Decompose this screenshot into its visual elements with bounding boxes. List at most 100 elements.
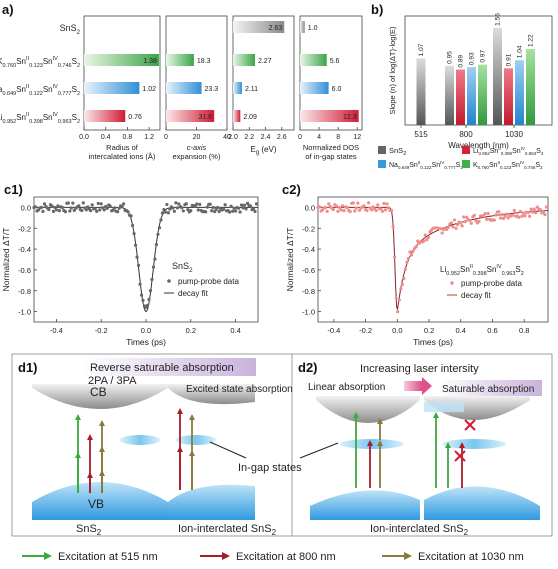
data-point xyxy=(376,203,380,207)
data-point xyxy=(423,233,427,237)
intensity-arrow-head xyxy=(422,377,432,395)
data-point xyxy=(340,204,345,208)
x-axis-label: Wavelength (nm) xyxy=(448,141,509,150)
data-point xyxy=(528,214,532,218)
decay-fit-curve xyxy=(318,206,549,310)
data-point xyxy=(523,214,527,218)
blocked-transition-cross xyxy=(454,450,466,462)
subchart-3: 2.63 2.27 2.11 2.09 2.0 2.2 2.4 2.6Eg (eV) xyxy=(228,15,295,156)
d2-valence-band-left xyxy=(310,490,420,520)
bar-value-label: 1.22 xyxy=(528,34,535,47)
data-point xyxy=(345,205,349,210)
data-point xyxy=(141,298,145,302)
data-point xyxy=(518,209,523,213)
arrow-head xyxy=(177,408,183,414)
axis-label: c-axis xyxy=(187,143,207,152)
y-tick-label: -0.6 xyxy=(18,266,31,275)
data-point xyxy=(485,217,489,221)
excitation-legend-entry: Excitation at 515 nm xyxy=(22,551,158,563)
tick-label: 20 xyxy=(193,134,201,141)
bar xyxy=(84,82,140,94)
data-point xyxy=(50,204,54,208)
data-point xyxy=(153,257,157,261)
data-point xyxy=(42,202,47,206)
data-point xyxy=(356,201,360,205)
data-point xyxy=(498,216,503,220)
d2-filled-band xyxy=(424,402,464,412)
tick-label: 4 xyxy=(317,134,321,141)
data-point xyxy=(531,210,535,214)
axis-label: intercalated ions (Å) xyxy=(89,152,156,161)
y-tick-label: -0.6 xyxy=(302,266,315,275)
data-point xyxy=(254,202,259,206)
x-axis-label: Times (ps) xyxy=(126,337,166,347)
arrow-head xyxy=(87,434,93,440)
x-tick-label: 0.0 xyxy=(392,326,402,335)
data-point xyxy=(210,209,214,213)
data-point xyxy=(544,205,549,209)
data-point xyxy=(89,209,93,213)
bar-value-label: 2.63 xyxy=(269,25,283,32)
bar xyxy=(233,82,242,94)
data-point xyxy=(66,201,70,205)
data-point xyxy=(81,201,85,205)
data-point xyxy=(77,204,81,208)
x-tick-label: -0.4 xyxy=(50,326,63,335)
y-axis-label: Normalized ΔT/T xyxy=(285,228,295,292)
bar xyxy=(233,21,285,33)
sample-label: SnS2 xyxy=(172,261,193,274)
bar-value-label: 0.89 xyxy=(458,55,465,68)
data-point xyxy=(517,215,521,219)
data-point xyxy=(156,232,160,236)
excitation-1030-arrow xyxy=(189,450,195,490)
data-point xyxy=(208,202,212,206)
bar xyxy=(300,82,329,94)
data-point xyxy=(145,303,150,307)
panel-a: a) SnS2 K0.760SnII0.123SnIV0.746S2 Na0.649… xyxy=(0,2,363,161)
bar-value-label: 1.04 xyxy=(517,45,524,58)
y-tick-label: -0.4 xyxy=(302,245,315,254)
bar-value-label: 6.0 xyxy=(332,86,342,93)
legend-label: SnS2 xyxy=(389,146,406,157)
conduction-band-right xyxy=(168,384,255,405)
tick-label: 40 xyxy=(223,134,231,141)
data-point xyxy=(251,207,256,211)
y-tick-label: -0.2 xyxy=(302,224,315,233)
data-point xyxy=(223,203,227,207)
excitation-legend-entry: Excitation at 800 nm xyxy=(200,551,336,563)
arrow-head xyxy=(75,452,81,458)
data-point xyxy=(414,245,418,249)
x-tick-label: 0.4 xyxy=(456,326,466,335)
x-tick-label: 0.4 xyxy=(230,326,240,335)
data-point xyxy=(60,205,64,210)
d2-in-gap-right xyxy=(442,439,506,449)
data-point xyxy=(452,218,457,222)
y-tick-label: -0.4 xyxy=(18,245,31,254)
data-point xyxy=(168,207,172,211)
in-gap-pointer-left xyxy=(209,441,247,459)
tick-label: 12 xyxy=(353,134,361,141)
bar xyxy=(467,67,476,125)
data-point xyxy=(234,209,238,213)
axis-label: of in-gap states xyxy=(305,152,357,161)
in-gap-state-left xyxy=(120,435,160,445)
data-point xyxy=(390,208,394,213)
data-point xyxy=(244,207,248,211)
bar xyxy=(515,60,524,126)
data-point xyxy=(342,209,346,213)
x-axis-label: Times (ps) xyxy=(413,337,453,347)
data-point xyxy=(51,209,56,213)
panel-a-compound-labels: SnS2 K0.760SnII0.123SnIV0.746S2 Na0.649SnI… xyxy=(0,23,81,125)
data-point xyxy=(236,206,241,210)
tick-label: 2.6 xyxy=(277,134,287,141)
data-point xyxy=(196,208,200,212)
vb-label: VB xyxy=(88,497,104,511)
data-point xyxy=(160,211,165,215)
data-point xyxy=(171,206,175,210)
bar xyxy=(84,110,126,122)
y-tick-label: -0.8 xyxy=(302,287,315,296)
data-point xyxy=(397,298,401,302)
tick-label: 1.2 xyxy=(144,134,154,141)
bar-value-label: 1.56 xyxy=(495,13,502,26)
